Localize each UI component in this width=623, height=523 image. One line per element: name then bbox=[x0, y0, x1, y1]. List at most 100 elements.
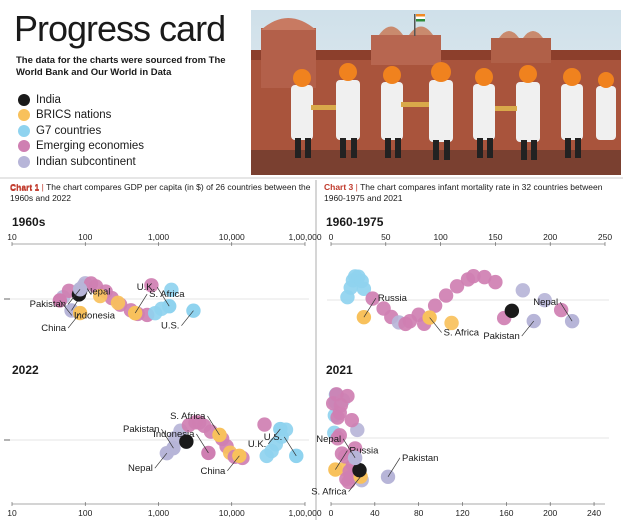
chart1-1960s-annotation: Nepal bbox=[86, 286, 111, 297]
legend-dot-india bbox=[18, 93, 30, 106]
legend-item-g7: G7 countries bbox=[18, 123, 144, 139]
chart3-caption-label: Chart 3 bbox=[324, 182, 354, 192]
chart3-1960-1975-dot bbox=[553, 302, 569, 318]
chart3-1960-1975-dot bbox=[466, 268, 481, 284]
chart1-2022-annotation: China bbox=[201, 466, 227, 477]
chart3-1960-1975-dot bbox=[356, 281, 372, 297]
chart1-1960s-dot-pakistan bbox=[72, 282, 88, 297]
chart3-1960-1975-annotation: Russia bbox=[378, 293, 408, 304]
chart3-2021-annotation: Nepal bbox=[316, 434, 341, 445]
chart3-1960-1975-dot bbox=[488, 274, 503, 290]
chart3-1960-1975-period-label: 1960-1975 bbox=[326, 215, 384, 229]
chart1-1960s-leader-line bbox=[181, 310, 194, 326]
chart3-2021-leader-line bbox=[387, 457, 401, 478]
chart3-2021-tick-label: 40 bbox=[370, 508, 380, 518]
chart1-2022-leader-line bbox=[283, 436, 297, 457]
chart3-1960-1975-tick-label: 250 bbox=[598, 232, 612, 242]
chart1-1960s-tick-label: 10,000 bbox=[219, 232, 245, 242]
chart1-caption: Chart 1 bbox=[10, 183, 40, 193]
chart1-caption-wrap: Chart 1 | The chart compares GDP per cap… bbox=[10, 182, 311, 203]
chart1-1960s-dot bbox=[110, 295, 126, 310]
chart3-2021-tick-label: 0 bbox=[329, 508, 334, 518]
chart3-2021-tick-label: 160 bbox=[499, 508, 513, 518]
chart3-2021-dot bbox=[333, 398, 349, 413]
chart3-1960-1975-leader-line bbox=[559, 301, 573, 322]
chart3-2021-tick-label: 200 bbox=[543, 508, 557, 518]
legend-dot-brics bbox=[18, 109, 30, 122]
legend-dot-subcontinent bbox=[18, 155, 30, 168]
chart1-1960s-leader-line bbox=[67, 312, 81, 329]
chart1-2022-dot bbox=[257, 417, 272, 432]
legend-label: G7 countries bbox=[36, 124, 102, 137]
chart1-2022-leader-line bbox=[207, 415, 220, 436]
chart3-1960-1975-dot bbox=[365, 291, 380, 306]
chart1-1960s-dot bbox=[93, 288, 108, 304]
chart3-1960-1975-tick-label: 200 bbox=[543, 232, 557, 242]
chart3-2021-tick-label: 80 bbox=[414, 508, 424, 518]
chart3-1960-1975-leader-line bbox=[363, 298, 377, 318]
chart3-2021-dot bbox=[330, 431, 345, 446]
chart1-2022-annotation: Indonesia bbox=[153, 429, 195, 440]
chart1-1960s-tick-label: 1,000 bbox=[148, 232, 170, 242]
page-title: Progress card bbox=[14, 8, 226, 49]
chart3-1960-1975-dot-pakistan bbox=[526, 313, 541, 329]
chart3-1960-1975-dot bbox=[515, 283, 530, 298]
chart3-1960-1975-leader-line bbox=[429, 317, 442, 333]
chart1-2022-leader-line bbox=[196, 433, 209, 454]
legend-item-india: India bbox=[18, 92, 144, 108]
chart1-1960s-leader-line bbox=[134, 293, 148, 314]
chart1-2022-tick-label: 1,00,000 bbox=[288, 508, 321, 518]
chart1-1960s-annotation: U.K. bbox=[137, 282, 155, 293]
legend-dot-g7 bbox=[18, 124, 30, 137]
legend-item-brics: BRICS nations bbox=[18, 108, 144, 124]
chart1-2022-tick-label: 10 bbox=[7, 508, 17, 518]
chart3-1960-1975-dot bbox=[438, 288, 454, 303]
chart1-1960s-dot-china bbox=[72, 305, 88, 321]
chart3-2021-period-label: 2021 bbox=[326, 363, 353, 377]
chart3-2021-dot bbox=[329, 387, 344, 402]
chart3-caption-text: The chart compares infant mortality rate… bbox=[324, 182, 603, 203]
legend-item-subcontinent: Indian subcontinent bbox=[18, 154, 144, 170]
chart3-2021-annotation: Russia bbox=[349, 446, 379, 457]
chart1-1960s-annotation: China bbox=[41, 323, 67, 334]
chart3-1960-1975-dot bbox=[537, 292, 552, 308]
chart1-2022-tick-label: 10,000 bbox=[219, 508, 245, 518]
chart3-2021-dot bbox=[344, 413, 360, 428]
chart3-1960-1975-dot bbox=[444, 315, 459, 331]
chart1-1960s-dot bbox=[164, 282, 179, 298]
chart1-2022-tick-label: 100 bbox=[78, 508, 92, 518]
chart1-2022-leader-line bbox=[161, 428, 174, 449]
chart3-1960-1975-tick-label: 100 bbox=[434, 232, 448, 242]
chart3-1960-1975-tick-label: 50 bbox=[381, 232, 391, 242]
chart3-caption-wrap: Chart 3 | The chart compares infant mort… bbox=[324, 182, 603, 203]
chart1-1960s-tick-label: 1,00,000 bbox=[288, 232, 321, 242]
chart3-2021-tick-label: 120 bbox=[455, 508, 469, 518]
chart3-1960-1975-dot-s-africa bbox=[422, 310, 437, 325]
legend-label: India bbox=[36, 93, 61, 106]
chart1-2022-period-label: 2022 bbox=[12, 363, 39, 377]
chart1-2022-annotation: Nepal bbox=[128, 463, 153, 474]
chart3-2021-annotation: S. Africa bbox=[311, 487, 347, 498]
legend-label: BRICS nations bbox=[36, 109, 112, 122]
chart1-1960s-dot bbox=[144, 278, 159, 293]
chart3-2021-tick-label: 240 bbox=[587, 508, 601, 518]
chart1-1960s-leader-line bbox=[156, 287, 170, 307]
chart3-2021-leader-line bbox=[348, 476, 361, 492]
chart3-1960-1975-dot bbox=[477, 269, 492, 285]
chart1-caption-label: Chart 1 bbox=[10, 183, 40, 193]
chart1-1960s-annotation: Pakistan bbox=[30, 299, 66, 310]
chart3-1960-1975-dot-india bbox=[504, 303, 520, 319]
chart1-2022-annotation: U.S. bbox=[264, 432, 282, 443]
page-subtitle: The data for the charts were sourced fro… bbox=[16, 55, 226, 78]
chart1-2022-leader-line bbox=[227, 455, 240, 472]
chart3: 1960-1975 0 50 100 150 200 250 Russia Pakistan Ne… bbox=[311, 215, 612, 518]
chart1-2022-dot-india bbox=[179, 434, 194, 449]
chart3-1960-1975-leader-line bbox=[521, 320, 535, 337]
chart1-1960s-tick-label: 10 bbox=[7, 232, 17, 242]
chart1-2022-leader-line bbox=[268, 428, 281, 445]
chart1-caption-label-html: Chart 1 bbox=[10, 182, 40, 192]
chart1-2022-tick-label: 1,000 bbox=[148, 508, 170, 518]
chart3-2021-dot-india bbox=[352, 462, 367, 478]
chart1-2022-dot-china bbox=[232, 448, 247, 463]
